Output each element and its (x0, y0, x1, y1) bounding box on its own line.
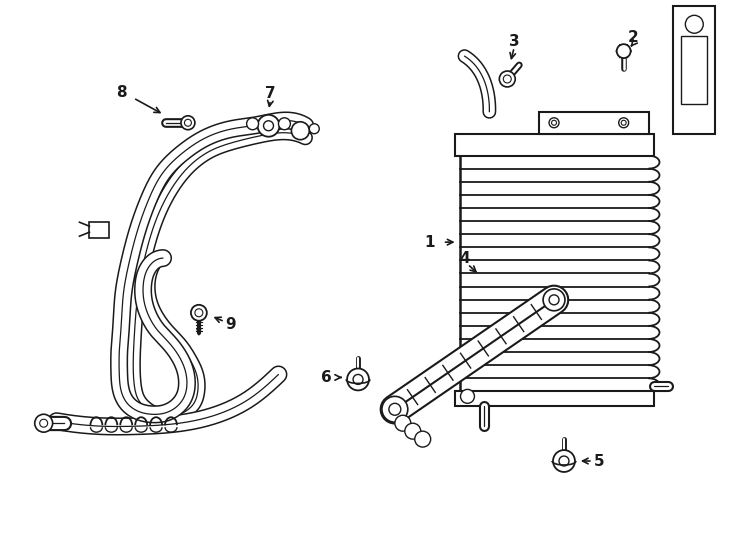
Text: 3: 3 (509, 33, 520, 49)
Circle shape (395, 415, 411, 431)
Circle shape (551, 120, 556, 125)
Circle shape (549, 118, 559, 128)
Text: 5: 5 (594, 454, 604, 469)
Circle shape (353, 374, 363, 384)
Circle shape (617, 44, 631, 58)
Circle shape (415, 431, 431, 447)
Circle shape (309, 124, 319, 134)
Circle shape (181, 116, 195, 130)
Circle shape (621, 120, 626, 125)
Bar (90, 222, 109, 238)
Circle shape (543, 289, 565, 311)
Circle shape (382, 396, 408, 422)
Circle shape (405, 423, 421, 439)
Bar (681, 36, 708, 104)
Circle shape (686, 15, 703, 33)
Circle shape (389, 403, 401, 415)
Circle shape (34, 414, 53, 432)
Bar (454, 392, 653, 406)
Circle shape (347, 368, 369, 390)
Text: 8: 8 (116, 85, 126, 100)
Circle shape (499, 71, 515, 87)
Circle shape (264, 121, 274, 131)
Text: 6: 6 (321, 370, 332, 385)
Bar (673, 6, 715, 134)
Circle shape (247, 118, 258, 130)
Circle shape (195, 309, 203, 317)
Text: 1: 1 (424, 235, 435, 249)
Circle shape (40, 419, 48, 427)
Text: 2: 2 (628, 30, 639, 45)
Circle shape (553, 450, 575, 472)
Circle shape (619, 118, 628, 128)
Circle shape (504, 75, 512, 83)
Circle shape (549, 295, 559, 305)
Bar (454, 134, 653, 156)
Circle shape (191, 305, 207, 321)
Circle shape (460, 389, 474, 403)
Circle shape (258, 115, 280, 137)
Text: 4: 4 (459, 251, 470, 266)
Bar (539, 112, 649, 134)
Circle shape (291, 122, 309, 140)
Text: 7: 7 (265, 86, 276, 102)
Text: 9: 9 (225, 317, 236, 332)
Circle shape (184, 119, 192, 126)
Circle shape (559, 456, 569, 466)
Circle shape (278, 118, 291, 130)
